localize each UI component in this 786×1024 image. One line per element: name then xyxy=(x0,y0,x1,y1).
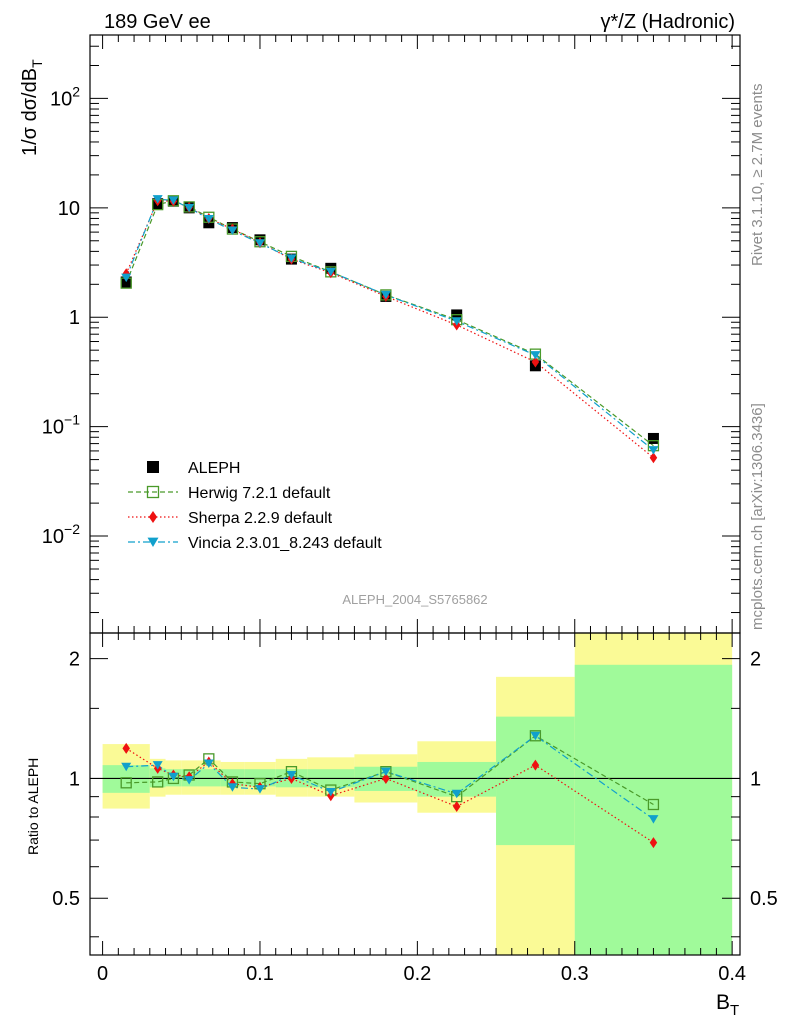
vincia-point xyxy=(530,351,541,360)
ratio-bands xyxy=(102,633,733,955)
sherpa-point xyxy=(649,452,658,464)
vincia-main-line xyxy=(125,198,654,451)
axes-ticks: 0 0.1 0.2 0.3 0.4 10−2 10−1 1 10 102 0.5 0.5 1 1 2 2 xyxy=(42,35,778,985)
legend-marker-aleph xyxy=(147,461,159,473)
x-tick-label: 0.2 xyxy=(403,963,431,985)
sherpa-ratio-point xyxy=(122,742,130,754)
legend-marker-herwig xyxy=(146,485,160,499)
x-tick-label: 0.3 xyxy=(561,963,589,985)
analysis-id: ALEPH_2004_S5765862 xyxy=(342,592,487,607)
vincia-ratio-point xyxy=(184,776,195,785)
vincia-point xyxy=(648,446,659,455)
legend-label-herwig: Herwig 7.2.1 default xyxy=(188,485,331,502)
vincia-point xyxy=(152,195,163,204)
vincia-ratio-point xyxy=(152,761,163,770)
ratio-tick-label-left: 1 xyxy=(69,768,80,790)
herwig-ratio-point xyxy=(647,798,660,811)
ratio-tick-label-right: 1 xyxy=(750,768,761,790)
series-markers xyxy=(120,195,660,849)
y-tick-label: 10−1 xyxy=(42,412,80,439)
vincia-ratio-point xyxy=(530,731,541,741)
stat-band-6 xyxy=(244,769,276,787)
vincia-point xyxy=(380,290,391,300)
vincia-point xyxy=(184,203,195,213)
y-tick-label: 10−2 xyxy=(42,521,80,548)
sherpa-main-line xyxy=(125,200,654,459)
ratio-y-axis-title: Ratio to ALEPH xyxy=(25,758,41,855)
vincia-point xyxy=(168,196,179,205)
y-tick-label: 1 xyxy=(69,307,80,329)
sherpa-point xyxy=(531,356,540,368)
herwig-ratio-point xyxy=(120,777,132,789)
herwig-ratio-point xyxy=(152,776,164,788)
vincia-ratio-point xyxy=(227,783,238,792)
header-left: 189 GeV ee xyxy=(104,11,211,33)
x-tick-label: 0.1 xyxy=(246,963,274,985)
vincia-point xyxy=(451,317,462,326)
ratio-tick-label-left: 2 xyxy=(69,649,80,671)
vincia-point xyxy=(227,226,238,236)
vincia-ratio-point xyxy=(286,771,297,780)
side-label-top: Rivet 3.1.10, ≥ 2.7M events xyxy=(749,84,766,267)
legend: ALEPH Herwig 7.2.1 default Sherpa 2.2.9 de… xyxy=(128,460,382,552)
vincia-point xyxy=(203,215,214,224)
vincia-point xyxy=(286,254,297,263)
ratio-tick-label-left: 0.5 xyxy=(52,888,80,910)
vincia-ratio-point xyxy=(121,762,132,772)
herwig-main-line xyxy=(125,200,654,447)
y-axis-title: 1/σ dσ/dBT xyxy=(19,59,45,156)
vincia-ratio-point xyxy=(451,789,462,799)
x-tick-label: 0 xyxy=(97,963,108,985)
vincia-point xyxy=(121,273,132,283)
legend-marker-vincia xyxy=(147,537,159,547)
legend-label-aleph: ALEPH xyxy=(188,460,240,477)
ratio-tick-label-right: 2 xyxy=(750,649,761,671)
vincia-ratio-point xyxy=(648,815,659,824)
legend-marker-sherpa xyxy=(148,510,158,524)
vincia-ratio-point xyxy=(203,759,214,769)
sherpa-ratio-point xyxy=(531,759,540,771)
legend-label-sherpa: Sherpa 2.2.9 default xyxy=(188,510,333,527)
y-tick-label: 10 xyxy=(58,198,80,220)
sherpa-ratio-point xyxy=(382,772,390,784)
stat-band-4 xyxy=(197,769,221,787)
legend-label-vincia: Vincia 2.3.01_8.243 default xyxy=(188,535,382,552)
vincia-ratio-point xyxy=(380,767,391,777)
ratio-panel-frame xyxy=(89,632,741,956)
ratio-tick-label-right: 0.5 xyxy=(750,888,778,910)
herwig-ratio-point xyxy=(529,730,542,742)
vincia-point xyxy=(254,239,265,248)
side-label-bottom: mcplots.cern.ch [arXiv:1306.3436] xyxy=(749,403,766,630)
x-axis-title: BT xyxy=(716,991,739,1019)
aleph-point xyxy=(647,432,659,444)
vincia-ratio-point xyxy=(168,772,179,782)
y-tick-label: 102 xyxy=(50,83,80,110)
sherpa-ratio-point xyxy=(649,837,658,849)
sherpa-ratio-point xyxy=(452,801,461,813)
vincia-point xyxy=(325,267,336,277)
vincia-ratio-point xyxy=(254,785,265,794)
header-right: γ*/Z (Hadronic) xyxy=(601,11,735,33)
vincia-ratio-point xyxy=(325,787,336,797)
x-tick-label: 0.4 xyxy=(718,963,746,985)
